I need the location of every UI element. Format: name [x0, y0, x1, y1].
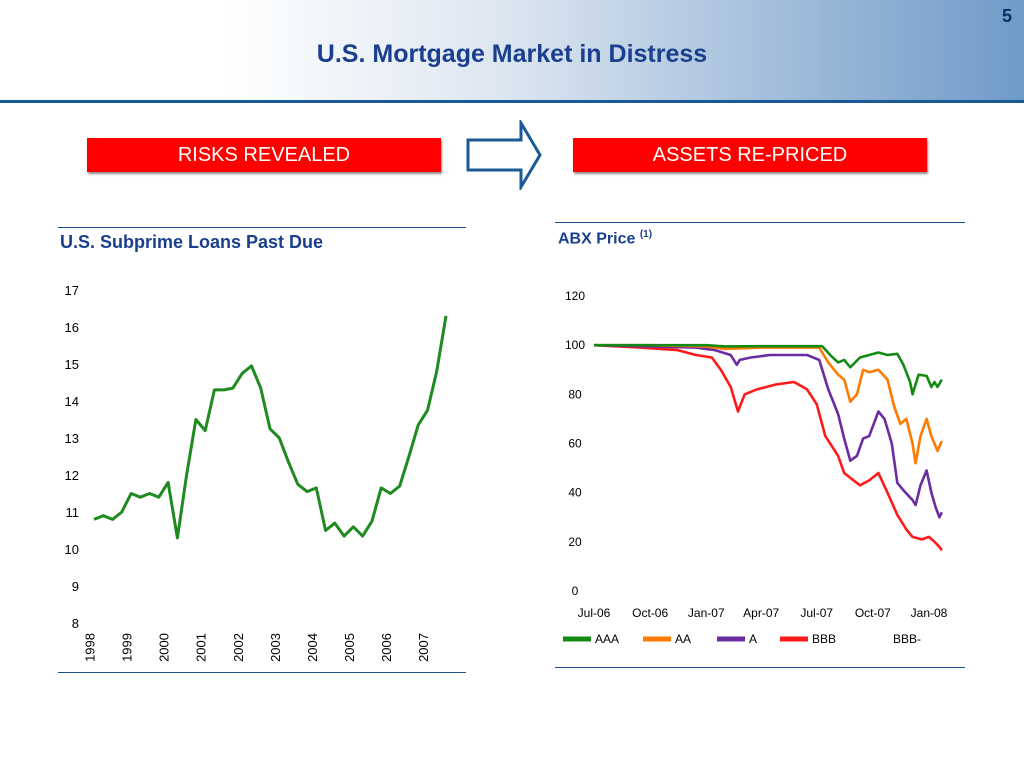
left-x-tick-label: 2001 — [194, 633, 209, 662]
header-rule — [0, 100, 1024, 103]
risks-revealed-banner: RISKS REVEALED — [87, 138, 441, 172]
right-legend-label: AA — [675, 632, 691, 646]
right-x-tick-label: Jan-08 — [911, 606, 948, 620]
page-title: U.S. Mortgage Market in Distress — [316, 40, 708, 68]
left-y-tick-label: 11 — [66, 505, 80, 520]
left-x-tick-label: 2000 — [157, 633, 172, 662]
left-x-tick-label: 2002 — [231, 633, 246, 662]
left-series-line — [93, 315, 448, 540]
header-band — [0, 0, 1024, 100]
left-y-tick-label: 16 — [65, 320, 79, 335]
left-x-tick-label: 2004 — [305, 633, 320, 662]
right-x-tick-label: Jan-07 — [688, 606, 725, 620]
assets-repriced-banner: ASSETS RE-PRICED — [573, 138, 927, 172]
right-y-tick-label: 60 — [568, 437, 582, 451]
right-y-tick-label: 40 — [568, 486, 582, 500]
abx-price-chart: 0 20 40 60 80 100 120 Jul-06 Oct-06 Jan-07 Apr-07 J… — [563, 289, 948, 646]
right-x-tick-label: Apr-07 — [743, 606, 779, 620]
left-panel-bottom-rule — [58, 672, 466, 673]
subprime-past-due-chart: 8 9 10 11 12 13 14 15 16 17 1998 1999 2000 2001 2002 20… — [65, 283, 448, 662]
right-x-tick-label: Jul-06 — [578, 606, 611, 620]
right-legend-label: A — [749, 632, 757, 646]
right-chart-title: ABX Price (1) — [558, 229, 652, 248]
left-x-tick-label: 1998 — [83, 633, 98, 662]
right-x-tick-label: Jul-07 — [800, 606, 833, 620]
left-panel-top-rule — [58, 227, 466, 228]
right-series-line-bbb — [593, 343, 943, 552]
right-y-tick-label: 20 — [568, 535, 582, 549]
right-legend-label: BBB- — [893, 632, 921, 646]
right-series-line-aaa — [594, 343, 943, 396]
right-panel-bottom-rule — [555, 667, 965, 668]
page-number: 5 — [1001, 6, 1012, 26]
left-x-tick-label: 2003 — [268, 633, 283, 662]
right-x-tick-label: Oct-07 — [855, 606, 891, 620]
right-arrow-icon — [466, 120, 542, 190]
left-y-tick-label: 14 — [65, 394, 79, 409]
right-y-tick-label: 120 — [565, 289, 585, 303]
left-chart-title: U.S. Subprime Loans Past Due — [60, 232, 324, 252]
left-x-tick-label: 1999 — [120, 633, 135, 662]
left-y-tick-label: 15 — [65, 357, 79, 372]
right-y-tick-label: 80 — [568, 387, 582, 401]
left-x-tick-label: 2007 — [416, 633, 431, 662]
right-chart-title-note: (1) — [639, 229, 653, 240]
left-x-tick-label: 2005 — [342, 633, 357, 662]
right-panel-top-rule — [555, 222, 965, 223]
right-legend-label: AAA — [595, 632, 619, 646]
left-y-tick-label: 10 — [65, 542, 79, 557]
left-y-tick-label: 17 — [65, 283, 79, 298]
left-x-tick-label: 2006 — [379, 633, 394, 662]
left-y-tick-label: 12 — [65, 468, 79, 483]
right-x-tick-label: Oct-06 — [632, 606, 668, 620]
left-y-tick-label: 9 — [72, 579, 79, 594]
right-chart-title-text: ABX Price — [558, 230, 636, 248]
right-y-tick-label: 100 — [565, 338, 585, 352]
left-y-tick-label: 8 — [72, 616, 79, 631]
right-series-line-aa — [594, 343, 943, 465]
right-y-tick-label: 0 — [572, 584, 579, 598]
right-legend-label: BBB — [812, 632, 836, 646]
right-series-line-a — [593, 343, 943, 519]
left-y-tick-label: 13 — [65, 431, 79, 446]
